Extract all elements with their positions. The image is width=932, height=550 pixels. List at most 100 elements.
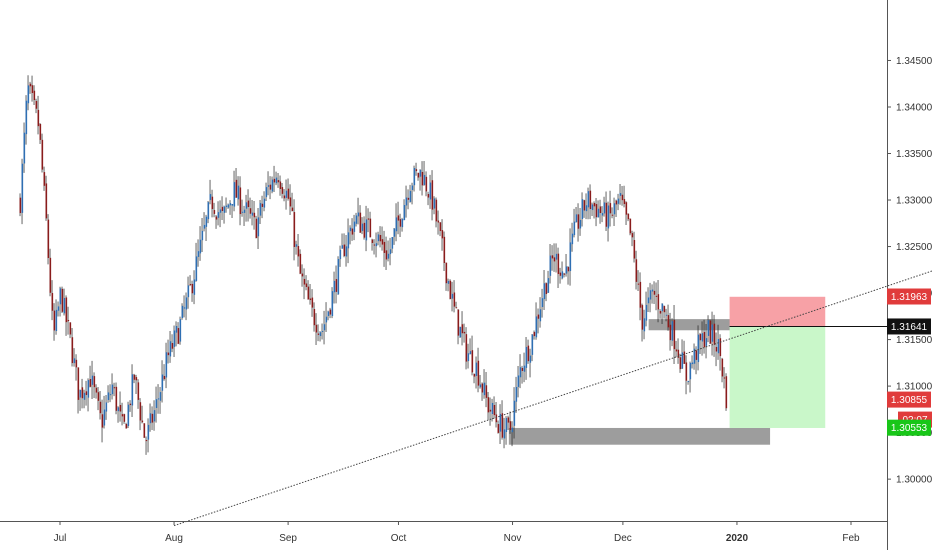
time-tick-label: Aug <box>165 533 183 544</box>
candle-body <box>271 179 274 192</box>
candle-body <box>241 211 244 213</box>
candle-body <box>45 183 48 219</box>
price-tick-label: 1.34500 <box>896 56 932 67</box>
candle-body <box>725 376 728 409</box>
candle-body <box>393 228 396 237</box>
candles-layer <box>19 75 728 455</box>
candle-body <box>561 271 564 279</box>
candle-body <box>335 279 338 292</box>
candle-body <box>157 398 160 400</box>
candle-body <box>291 207 294 211</box>
candle-body <box>285 190 288 198</box>
candle-body <box>63 297 66 314</box>
candle-body <box>599 206 602 214</box>
candle-body <box>131 374 134 406</box>
candle-body <box>655 295 658 297</box>
candle-body <box>237 185 240 200</box>
candle-body <box>325 316 328 323</box>
candle-body <box>281 187 284 194</box>
candle-body <box>683 351 686 364</box>
candle-body <box>337 258 340 295</box>
candle-body <box>311 297 314 308</box>
candle-body <box>23 132 26 164</box>
candle-body <box>21 163 24 213</box>
candle-body <box>171 343 174 349</box>
candle-body <box>143 423 146 438</box>
candle-body <box>153 410 156 422</box>
candle-body <box>583 200 586 211</box>
target-zone[interactable] <box>729 326 826 428</box>
candle-body <box>455 307 458 309</box>
candle-body <box>669 324 672 341</box>
candle-body <box>353 221 356 232</box>
candle-body <box>465 334 468 362</box>
candle-body <box>461 324 464 334</box>
time-tick-label: Nov <box>504 533 522 544</box>
candle-body <box>251 212 254 216</box>
candle-body <box>407 197 410 200</box>
candle-body <box>233 182 236 207</box>
candle-body <box>419 169 422 177</box>
candle-body <box>635 259 638 282</box>
time-tick-label: 2020 <box>726 533 749 544</box>
candle-body <box>389 249 392 255</box>
candle-body <box>323 324 326 331</box>
candle-body <box>605 202 608 227</box>
candle-body <box>477 360 480 386</box>
candle-body <box>313 309 316 326</box>
candle-body <box>601 213 604 216</box>
candle-body <box>305 283 308 287</box>
candle-body <box>65 297 68 323</box>
candle-body <box>375 243 378 247</box>
time-axis[interactable]: Jul Aug Sep Oct Nov Dec 2020 Feb <box>54 521 860 544</box>
candle-body <box>579 219 582 229</box>
candle-body <box>269 184 272 190</box>
candle-body <box>279 181 282 189</box>
candle-body <box>99 401 102 414</box>
candle-body <box>95 387 98 393</box>
candle-body <box>309 298 312 301</box>
candle-body <box>137 382 140 400</box>
candle-body <box>525 346 528 368</box>
candle-body <box>273 178 276 183</box>
candle-body <box>425 176 428 192</box>
candle-body <box>365 219 368 241</box>
candle-body <box>473 373 476 377</box>
time-tick-label: Jul <box>54 533 67 544</box>
candle-body <box>641 305 644 330</box>
candle-body <box>627 213 630 220</box>
grey-zone[interactable] <box>648 319 771 331</box>
candle-body <box>677 349 680 358</box>
candle-body <box>471 350 474 373</box>
price-tick-label: 1.31500 <box>896 335 932 346</box>
candle-body <box>645 304 648 321</box>
candle-body <box>475 362 478 376</box>
candle-body <box>497 424 500 433</box>
candle-body <box>417 172 420 178</box>
candle-body <box>83 392 86 400</box>
candle-body <box>75 359 78 368</box>
candle-body <box>105 402 108 412</box>
candle-body <box>721 358 724 377</box>
candle-body <box>593 203 596 207</box>
candle-body <box>47 219 50 259</box>
grey-zone[interactable] <box>508 427 771 445</box>
candle-body <box>649 290 652 300</box>
candle-body <box>405 197 408 206</box>
zones-layer <box>508 296 887 445</box>
candle-body <box>249 208 252 214</box>
stop-zone[interactable] <box>729 296 826 327</box>
candle-body <box>459 326 462 338</box>
candle-body <box>265 187 268 198</box>
candle-body <box>385 250 388 260</box>
candle-body <box>619 193 622 196</box>
candle-body <box>535 316 538 338</box>
candle-body <box>359 212 362 233</box>
candle-body <box>287 188 290 199</box>
candle-body <box>629 218 632 234</box>
candle-body <box>503 429 506 439</box>
candle-body <box>423 174 426 185</box>
candle-body <box>381 239 384 245</box>
